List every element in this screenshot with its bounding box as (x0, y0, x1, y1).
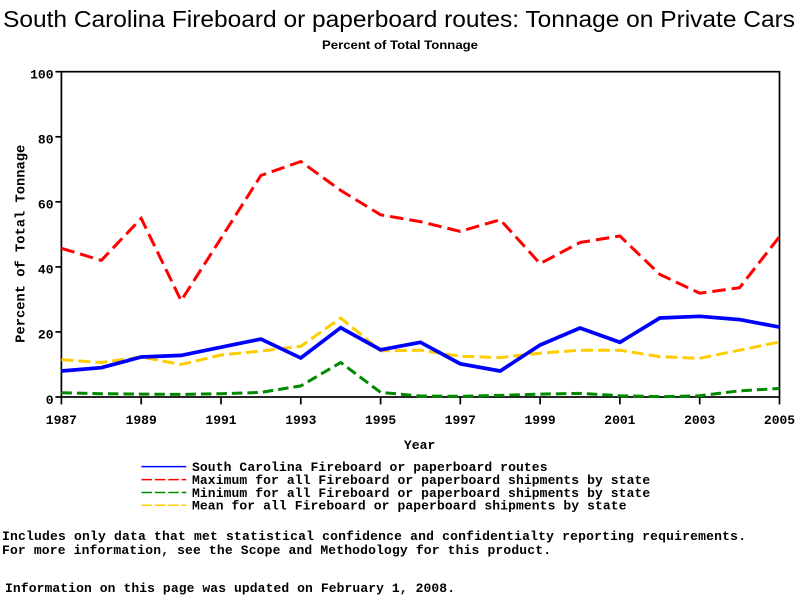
svg-text:Percent of Total Tonnage: Percent of Total Tonnage (14, 145, 29, 343)
svg-text:1987: 1987 (46, 413, 77, 428)
svg-text:0: 0 (46, 393, 54, 408)
svg-text:2005: 2005 (764, 413, 795, 428)
svg-text:South Carolina Fireboard or pa: South Carolina Fireboard or paperboard r… (192, 460, 548, 475)
svg-text:80: 80 (38, 133, 54, 148)
svg-text:Year: Year (404, 438, 436, 453)
svg-text:South Carolina Fireboard or pa: South Carolina Fireboard or paperboard r… (3, 6, 795, 32)
svg-text:40: 40 (38, 263, 54, 278)
svg-text:2001: 2001 (604, 413, 635, 428)
svg-text:Percent of Total Tonnage: Percent of Total Tonnage (322, 38, 478, 52)
svg-text:Minimum for all Fireboard or p: Minimum for all Fireboard or paperboard … (192, 486, 650, 501)
svg-text:For more information, see the: For more information, see the Scope and … (2, 543, 551, 558)
svg-text:1999: 1999 (524, 413, 555, 428)
svg-text:Mean for all Fireboard or pape: Mean for all Fireboard or paperboard shi… (192, 499, 627, 514)
svg-text:1993: 1993 (285, 413, 316, 428)
svg-text:Maximum for all Fireboard or p: Maximum for all Fireboard or paperboard … (192, 473, 650, 488)
svg-text:2003: 2003 (684, 413, 715, 428)
svg-text:Includes only data that met st: Includes only data that met statistical … (2, 529, 746, 544)
svg-text:100: 100 (30, 68, 54, 83)
svg-text:1991: 1991 (205, 413, 236, 428)
svg-text:1995: 1995 (365, 413, 396, 428)
svg-text:Information on this page was u: Information on this page was updated on … (5, 581, 455, 596)
svg-text:1997: 1997 (445, 413, 476, 428)
svg-text:1989: 1989 (126, 413, 157, 428)
svg-text:60: 60 (38, 198, 54, 213)
svg-text:20: 20 (38, 328, 54, 343)
